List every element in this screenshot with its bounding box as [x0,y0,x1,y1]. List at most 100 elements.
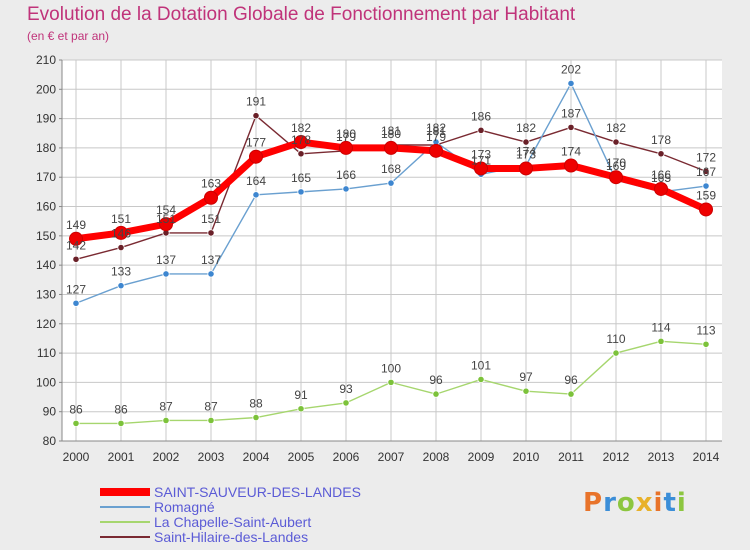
data-label: 182 [516,121,536,135]
data-point [384,140,398,155]
data-label: 93 [339,382,353,396]
x-tick-label: 2003 [198,450,225,464]
series-group [69,79,713,428]
x-tick-label: 2014 [693,450,720,464]
legend-swatch [100,536,150,538]
data-point [387,378,395,386]
data-label: 165 [651,171,671,185]
data-point [702,167,710,175]
data-label: 178 [291,133,311,147]
x-tick-label: 2005 [288,450,315,464]
data-label: 127 [66,282,86,296]
data-label: 137 [156,253,176,267]
logo-letter: r [603,488,617,518]
data-point [207,416,215,425]
data-point [567,123,575,132]
data-label: 173 [516,147,536,161]
data-label: 151 [111,212,131,226]
data-point [387,179,395,187]
logo-letter: t [663,488,677,518]
data-point [72,299,80,307]
data-point [252,191,260,199]
data-label: 101 [471,358,491,372]
data-point [117,419,125,428]
data-label: 180 [336,127,356,141]
data-point [69,231,83,246]
data-point [477,126,485,134]
data-point [117,282,125,290]
data-label: 174 [561,145,581,159]
plot-area [62,60,722,441]
data-label: 87 [159,399,173,413]
data-label: 172 [696,150,716,164]
data-point [702,182,710,190]
y-tick-label: 140 [36,258,56,272]
legend-label: Romagné [154,499,215,515]
legend-label: La Chapelle-Saint-Aubert [154,514,312,530]
data-point [162,416,170,425]
data-point [567,390,575,398]
data-point [297,188,305,196]
data-label: 100 [381,361,401,375]
data-point [159,217,173,232]
data-point [429,143,443,158]
data-point [432,390,440,398]
data-point [339,140,353,155]
data-point [252,413,260,422]
data-label: 166 [336,168,356,182]
data-label: 186 [471,109,491,123]
data-label: 159 [696,188,716,202]
x-tick-label: 2007 [378,450,405,464]
data-point [609,170,623,185]
legend-swatch [100,488,150,496]
data-label: 149 [66,218,86,232]
x-tick-label: 2012 [603,450,630,464]
data-label: 174 [516,145,536,159]
x-tick-label: 2010 [513,450,540,464]
x-tick-label: 2001 [108,450,135,464]
data-label: 91 [294,388,308,402]
data-label: 179 [426,130,446,144]
y-tick-label: 90 [43,405,57,419]
data-point [654,181,668,196]
data-label: 180 [381,127,401,141]
data-label: 96 [564,373,578,387]
data-label: 181 [426,124,446,138]
x-tick-label: 2004 [243,450,270,464]
data-point [114,225,128,240]
data-label: 177 [246,136,266,150]
y-tick-label: 160 [36,200,56,214]
data-point [204,190,218,205]
data-label: 164 [246,174,266,188]
data-point [564,158,578,173]
logo-letter: P [583,488,604,518]
data-point [522,387,530,395]
data-label: 171 [471,153,491,167]
data-label: 166 [651,168,671,182]
data-label: 182 [291,121,311,135]
grid [62,59,722,442]
data-label: 168 [381,162,401,176]
data-label: 87 [204,399,218,413]
y-tick-label: 170 [36,170,56,184]
x-tick-label: 2011 [558,450,584,464]
data-point [342,185,350,193]
data-label: 163 [201,177,221,191]
y-tick-label: 120 [36,317,56,331]
data-point [612,349,620,357]
data-point [252,112,260,120]
logo-letter: i [676,488,687,518]
data-point [474,161,488,176]
y-tick-label: 200 [36,82,56,96]
legend-label: Saint-Hilaire-des-Landes [154,529,309,545]
logo-letter: x [635,488,654,518]
data-label: 110 [606,332,625,346]
data-point [567,79,575,88]
data-label: 169 [606,159,626,173]
data-label: 167 [696,165,716,179]
data-point [297,150,305,158]
data-label: 146 [111,227,131,241]
data-point [657,337,665,345]
